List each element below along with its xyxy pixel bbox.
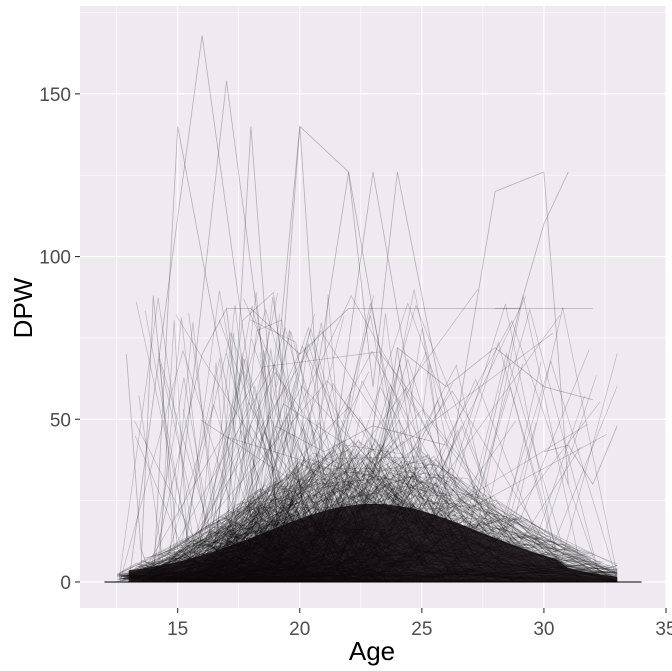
- series-line: [152, 307, 252, 566]
- y-tick-label: 100: [39, 248, 71, 269]
- x-axis-ticks: 15 20 25 30 35: [167, 608, 672, 640]
- series-line: [568, 555, 618, 573]
- dense-mass: [128, 503, 618, 582]
- trajectory-line: [199, 419, 458, 506]
- trajectory-line: [166, 380, 489, 581]
- x-tick-label: 35: [655, 619, 672, 640]
- trajectory-line: [249, 463, 618, 575]
- trajectory-line: [215, 371, 370, 576]
- trajectory-line: [188, 327, 618, 583]
- series-line: [372, 347, 423, 517]
- trajectory-line: [147, 351, 496, 565]
- x-tick-label: 15: [167, 619, 188, 640]
- y-axis-ticks: 0 50 100 150: [39, 85, 80, 594]
- x-axis-title: Age: [349, 636, 395, 666]
- trajectory-line: [152, 450, 382, 566]
- x-tick-label: 20: [289, 619, 310, 640]
- y-tick-label: 150: [39, 85, 71, 106]
- series-line: [299, 171, 447, 485]
- series-line: [201, 424, 349, 550]
- series-line: [397, 347, 593, 401]
- trajectory-line: [183, 290, 431, 560]
- series-line: [323, 171, 496, 518]
- trajectory-line: [223, 450, 539, 582]
- y-tick-label: 50: [50, 410, 71, 431]
- trajectory-line: [176, 371, 472, 582]
- series-lines: [104, 35, 642, 584]
- trajectory-line: [139, 476, 551, 568]
- trajectory-line: [215, 471, 592, 563]
- trajectory-line: [173, 414, 295, 557]
- trajectory-line: [205, 452, 512, 567]
- series-line: [177, 80, 349, 550]
- trajectory-line: [213, 488, 554, 581]
- series-line: [226, 126, 325, 550]
- trajectory-line: [252, 295, 550, 583]
- trajectory-line: [248, 456, 517, 571]
- trajectory-line: [185, 469, 575, 566]
- trajectory-line: [229, 326, 618, 583]
- x-tick-label: 25: [411, 619, 432, 640]
- trajectory-line: [226, 436, 535, 576]
- x-tick-label: 30: [533, 619, 554, 640]
- series-line: [274, 125, 398, 452]
- series-line: [470, 171, 569, 517]
- series-line: [226, 308, 349, 355]
- trajectory-line: [148, 377, 358, 583]
- trajectory-line: [215, 475, 497, 542]
- y-axis-title: DPW: [8, 277, 38, 338]
- dense-trajectories: [104, 289, 642, 584]
- y-tick-label: 0: [60, 573, 71, 594]
- trajectory-line: [197, 461, 410, 547]
- series-line: [275, 425, 447, 453]
- trajectory-line: [215, 441, 501, 557]
- trajectory-line: [166, 433, 607, 583]
- trajectory-line: [122, 488, 268, 579]
- trajectory-line: [166, 330, 476, 582]
- trajectory-line: [216, 439, 394, 569]
- series-line: [543, 425, 618, 486]
- trajectory-line: [168, 438, 584, 583]
- series-line: [445, 171, 569, 485]
- series-line: [128, 35, 252, 583]
- trajectory-line: [254, 506, 618, 583]
